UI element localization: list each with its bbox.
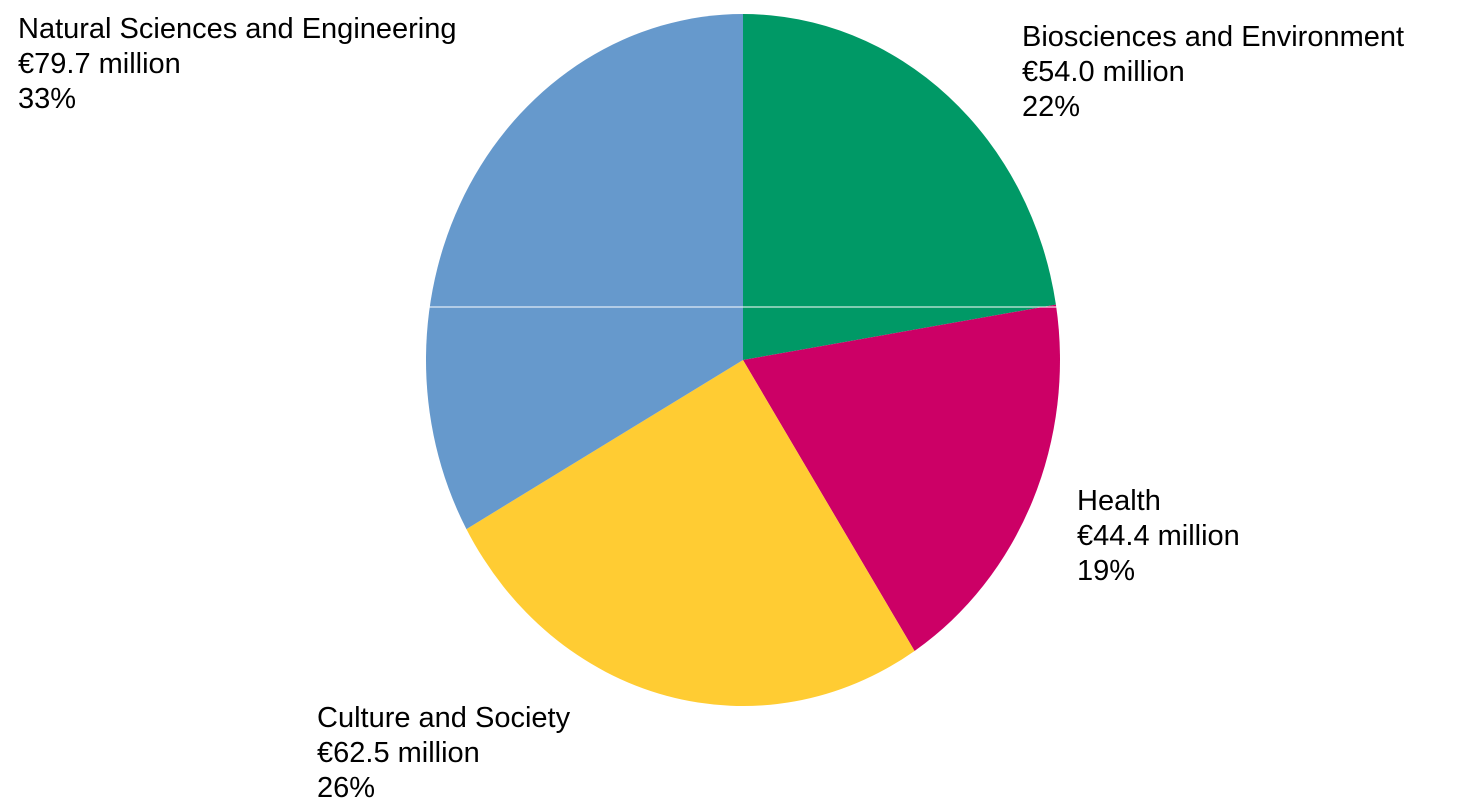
slice-name: Natural Sciences and Engineering (18, 13, 457, 45)
pie-slice-culture-and-society (466, 360, 915, 706)
label-natural-sciences: Natural Sciences and Engineering €79.7 m… (18, 12, 457, 117)
pie-slice-health (743, 304, 1060, 651)
slice-amount: €44.4 million (1077, 520, 1240, 552)
slice-percent: 33% (18, 83, 77, 115)
label-health: Health €44.4 million 19% (1077, 484, 1240, 589)
slice-name: Biosciences and Environment (1022, 21, 1405, 53)
pie-slice-natural-sciences-and-engineering (425, 14, 743, 530)
pie-slice-biosciences-and-environment (743, 14, 1056, 360)
label-biosciences: Biosciences and Environment €54.0 millio… (1022, 20, 1404, 125)
label-culture: Culture and Society €62.5 million 26% (317, 701, 570, 806)
slice-percent: 22% (1022, 91, 1081, 123)
slice-percent: 26% (317, 772, 376, 804)
slice-name: Health (1077, 485, 1161, 517)
slice-name: Culture and Society (317, 702, 571, 734)
pie-slices (425, 14, 1060, 706)
slice-amount: €62.5 million (317, 737, 480, 769)
slice-amount: €79.7 million (18, 48, 181, 80)
slice-amount: €54.0 million (1022, 56, 1185, 88)
slice-percent: 19% (1077, 555, 1136, 587)
